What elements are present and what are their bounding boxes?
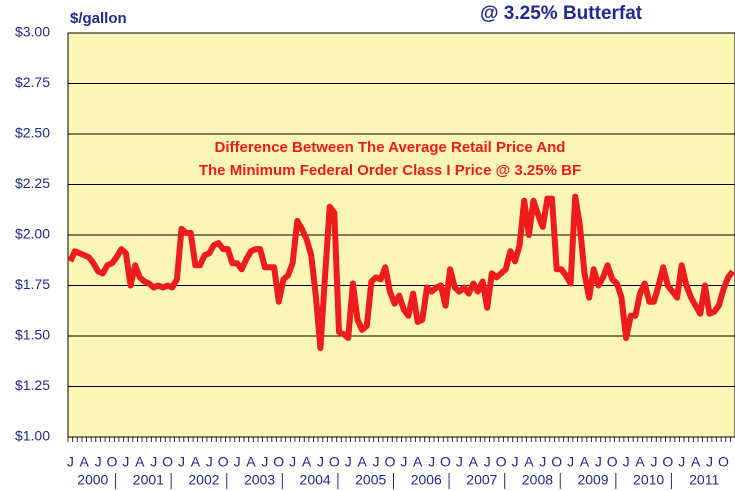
x-tick-label: J (345, 454, 352, 470)
y-tick-label: $1.75 (15, 276, 50, 292)
x-tick-label: A (524, 454, 534, 470)
x-tick-label: A (469, 454, 479, 470)
year-label: 2009 (577, 472, 608, 488)
x-tick-label: A (191, 454, 201, 470)
y-tick-label: $3.00 (15, 24, 50, 40)
annotation: Difference Between The Average Retail Pr… (215, 139, 566, 156)
x-tick-label: A (635, 454, 645, 470)
y-axis-label: $/gallon (70, 10, 127, 27)
x-tick-label: J (539, 454, 546, 470)
year-label: 2002 (188, 472, 219, 488)
x-tick-label: A (302, 454, 312, 470)
x-tick-label: O (107, 454, 118, 470)
year-label: 2000 (77, 472, 108, 488)
x-tick-label: J (178, 454, 185, 470)
x-tick-label: J (567, 454, 574, 470)
x-tick-label: J (150, 454, 157, 470)
x-tick-label: O (218, 454, 229, 470)
x-tick-label: A (357, 454, 367, 470)
x-tick-label: J (484, 454, 491, 470)
x-tick-label: J (623, 454, 630, 470)
x-tick-label: J (317, 454, 324, 470)
y-tick-label: $1.50 (15, 327, 50, 343)
x-tick-label: A (80, 454, 90, 470)
x-tick-label: A (135, 454, 145, 470)
year-label: 2004 (300, 472, 331, 488)
x-tick-label: A (246, 454, 256, 470)
x-tick-label: O (551, 454, 562, 470)
y-tick-label: $2.00 (15, 226, 50, 242)
year-label: 2005 (355, 472, 386, 488)
y-tick-label: $1.00 (15, 428, 50, 444)
x-tick-label: J (678, 454, 685, 470)
x-tick-label: O (440, 454, 451, 470)
year-label: 2010 (633, 472, 664, 488)
x-tick-label: O (662, 454, 673, 470)
year-label: 2006 (411, 472, 442, 488)
x-tick-label: J (373, 454, 380, 470)
x-tick-label: J (650, 454, 657, 470)
x-tick-label: J (456, 454, 463, 470)
x-tick-label: A (580, 454, 590, 470)
x-tick-label: J (206, 454, 213, 470)
x-tick-label: O (273, 454, 284, 470)
x-tick-label: O (329, 454, 340, 470)
x-tick-label: J (67, 454, 74, 470)
year-label: 2001 (133, 472, 164, 488)
x-tick-label: O (384, 454, 395, 470)
y-tick-label: $2.75 (15, 74, 50, 90)
x-tick-label: O (718, 454, 729, 470)
x-tick-label: J (261, 454, 268, 470)
x-tick-label: J (511, 454, 518, 470)
x-tick-label: J (95, 454, 102, 470)
x-tick-label: O (607, 454, 618, 470)
x-tick-label: A (691, 454, 701, 470)
x-tick-label: J (400, 454, 407, 470)
x-tick-label: J (289, 454, 296, 470)
year-label: 2003 (244, 472, 275, 488)
year-label: 2007 (466, 472, 497, 488)
y-tick-label: $2.25 (15, 175, 50, 191)
x-tick-label: O (162, 454, 173, 470)
x-tick-label: A (413, 454, 423, 470)
annotation: The Minimum Federal Order Class I Price … (199, 162, 581, 179)
x-tick-label: J (428, 454, 435, 470)
chart-title: @ 3.25% Butterfat (480, 3, 643, 24)
year-label: 2008 (522, 472, 553, 488)
x-tick-label: O (496, 454, 507, 470)
data-line (67, 193, 735, 352)
year-label: 2011 (689, 472, 719, 488)
y-tick-label: $2.50 (15, 125, 50, 141)
x-tick-label: J (122, 454, 129, 470)
y-tick-label: $1.25 (15, 377, 50, 393)
x-tick-label: J (595, 454, 602, 470)
x-tick-label: J (234, 454, 241, 470)
x-tick-label: J (706, 454, 713, 470)
